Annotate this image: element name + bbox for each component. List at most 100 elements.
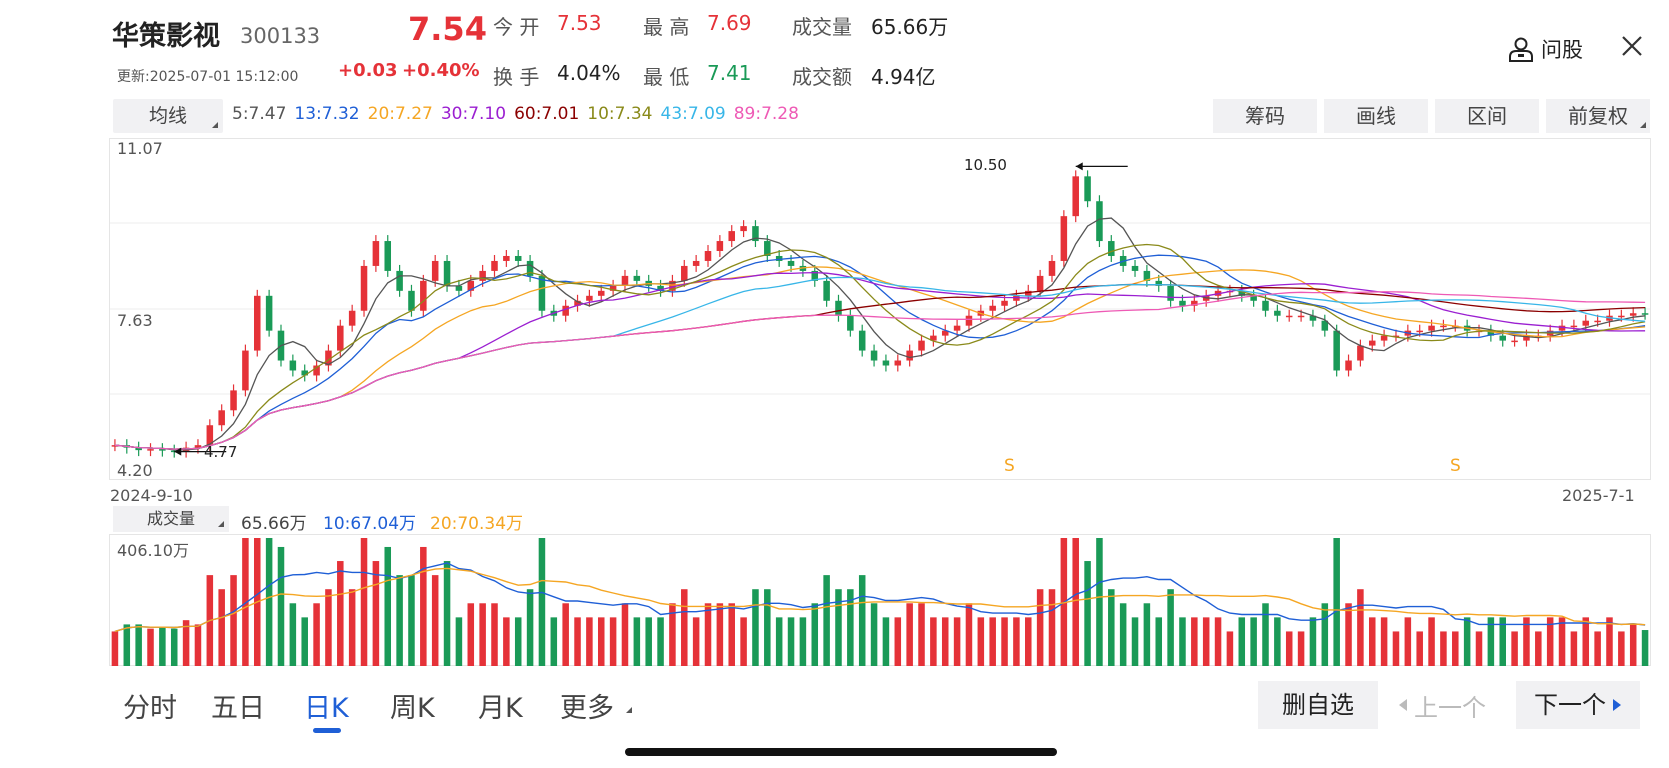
candle-body — [586, 295, 593, 301]
update-time: 更新:2025-07-01 15:12:00 — [117, 69, 299, 85]
volume-bar — [1618, 631, 1625, 666]
volume-bar — [1629, 624, 1637, 666]
volume-bar — [1558, 617, 1566, 666]
candle-body — [408, 290, 415, 311]
candle-body — [194, 445, 202, 448]
volume-bar — [1487, 617, 1495, 666]
triangle-left-icon — [1399, 699, 1407, 711]
volume-bar — [1048, 589, 1056, 666]
volume-bar — [1250, 617, 1257, 666]
volume-bar — [1131, 617, 1139, 666]
candle-body — [716, 241, 724, 252]
candle-body — [348, 310, 356, 326]
low-label: 最 低 — [643, 65, 690, 89]
dropdown-corner-icon — [212, 122, 218, 128]
turnover-value: 4.04% — [557, 61, 621, 85]
ma-value: 13:7.32 — [294, 104, 360, 124]
candle-body — [941, 330, 949, 336]
remove-watchlist-button[interactable]: 删自选 — [1258, 681, 1378, 729]
tab-monthly-k[interactable]: 月K — [478, 693, 523, 724]
volume-bar — [1546, 617, 1554, 666]
candle-body — [1191, 300, 1198, 306]
signal-marker: S — [1450, 456, 1461, 476]
volume-bar — [1475, 631, 1483, 666]
signal-marker: S — [1004, 456, 1015, 476]
adjust-dropdown[interactable]: 前复权 — [1546, 99, 1650, 133]
ma-dropdown[interactable]: 均线 — [113, 99, 223, 133]
x-axis-start: 2024-9-10 — [110, 486, 193, 505]
dropdown-corner-icon — [1640, 122, 1646, 128]
candle-body — [443, 260, 451, 286]
volume-bar — [835, 589, 842, 666]
volume-chart[interactable] — [109, 534, 1651, 666]
candle-body — [1143, 270, 1151, 281]
volume-bar — [1523, 617, 1530, 666]
home-indicator — [625, 748, 1057, 756]
candle-body — [1321, 320, 1329, 331]
tab-daily-k[interactable]: 日K — [304, 693, 349, 724]
prev-stock-button[interactable]: 上一个 — [1398, 681, 1486, 729]
volume-bar — [1321, 603, 1329, 666]
ma-line-10 — [114, 243, 1646, 450]
volume-bar — [1535, 631, 1542, 666]
chips-button[interactable]: 筹码 — [1213, 99, 1317, 133]
candle-body — [704, 251, 712, 261]
volume-bar — [1380, 617, 1388, 666]
volume-bar — [906, 603, 913, 666]
min-annotation: 4.77 — [204, 443, 238, 461]
active-tab-indicator — [313, 728, 341, 733]
candle-body — [1392, 335, 1400, 338]
candle-body — [1428, 325, 1435, 331]
candle-body — [752, 226, 759, 242]
stock-price: 7.54 — [408, 10, 487, 48]
volume-bar — [1404, 617, 1412, 666]
tab-five-day[interactable]: 五日 — [211, 693, 265, 724]
volume-bar — [1428, 617, 1435, 666]
ma-line-89 — [114, 291, 1646, 450]
volume-dropdown[interactable]: 成交量 — [113, 506, 229, 532]
volume-bar — [420, 546, 427, 666]
price-change-pct: +0.40% — [402, 60, 480, 81]
tab-intraday[interactable]: 分时 — [123, 693, 177, 724]
volume-bar — [657, 617, 664, 666]
candle-body — [1558, 325, 1566, 331]
tab-weekly-k[interactable]: 周K — [390, 693, 435, 724]
candlestick-chart[interactable] — [109, 138, 1651, 480]
volume-bar — [1582, 617, 1590, 666]
volume-bar — [514, 617, 522, 666]
ma-line-43 — [114, 276, 1646, 450]
range-button[interactable]: 区间 — [1435, 99, 1539, 133]
triangle-right-icon — [1613, 699, 1621, 711]
volume-bar — [1274, 617, 1281, 666]
tab-more[interactable]: 更多 — [560, 686, 614, 725]
ma-line-5 — [114, 217, 1646, 451]
volume-bar — [1119, 603, 1127, 666]
next-stock-button[interactable]: 下一个 — [1516, 681, 1640, 729]
candle-body — [1179, 300, 1186, 306]
candle-body — [206, 425, 214, 446]
volume-bar — [1641, 630, 1649, 666]
ma-line-13 — [114, 254, 1646, 450]
volume-bar — [467, 603, 475, 666]
candle-body — [111, 445, 119, 447]
ma-value: 89:7.28 — [733, 104, 799, 124]
next-stock-label: 下一个 — [1534, 691, 1606, 719]
volume-bar — [930, 617, 937, 666]
candle-body — [989, 305, 996, 311]
max-annotation: 10.50 — [964, 156, 1007, 174]
chart-border — [109, 138, 1651, 480]
volume-bar — [681, 589, 688, 666]
volume-bar — [1191, 617, 1198, 666]
candle-body — [420, 280, 427, 311]
ask-stock-button[interactable]: 问股 — [1507, 34, 1583, 64]
volume-bar — [1511, 631, 1518, 666]
candle-body — [1499, 335, 1506, 341]
volume-bar — [574, 617, 581, 666]
ma-value: 60:7.01 — [514, 104, 580, 124]
ma-values: 5:7.47 13:7.32 20:7.27 30:7.10 60:7.01 10:7.3… — [232, 104, 799, 124]
draw-line-button[interactable]: 画线 — [1324, 99, 1428, 133]
volume-bar — [491, 603, 498, 666]
volume-y-top: 406.10万 — [117, 541, 189, 560]
volume-bar — [1155, 617, 1163, 666]
close-icon[interactable] — [1620, 34, 1644, 62]
